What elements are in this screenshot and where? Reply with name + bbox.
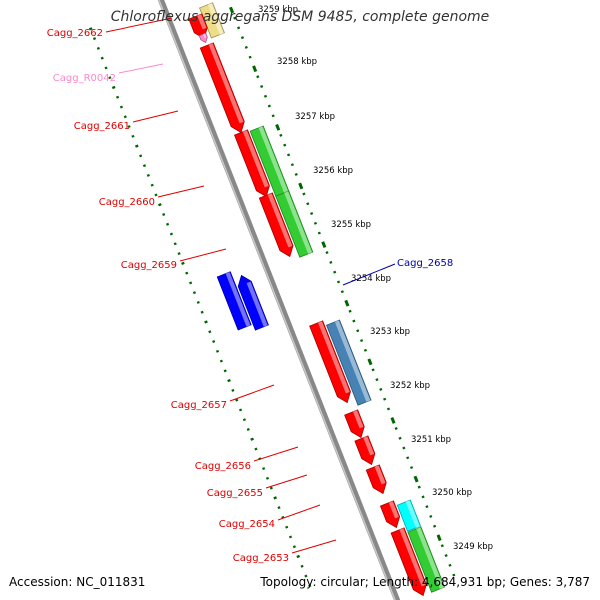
genome-summary-text: Topology: circular; Length: 4,684,931 bp… bbox=[260, 575, 590, 589]
gene-leader-line bbox=[118, 63, 164, 74]
gene-label: Cagg_2660 bbox=[99, 197, 155, 208]
gene-leader-line bbox=[179, 248, 227, 262]
gene-leader-line bbox=[105, 17, 173, 33]
ruler-tick-label: 3254 kbp bbox=[351, 274, 391, 284]
genome-backbone-highlight bbox=[158, 0, 396, 600]
gene-leader-line bbox=[157, 185, 205, 198]
ruler-tick-label: 3250 kbp bbox=[432, 488, 472, 498]
gene-label: Cagg_2659 bbox=[121, 260, 177, 271]
feature-layer bbox=[188, 2, 446, 597]
feature-lane-ticks bbox=[229, 6, 456, 577]
feature-cagg-2662-green bbox=[199, 2, 225, 39]
gene-label: Cagg_2655 bbox=[207, 488, 263, 499]
gene-leader-line bbox=[265, 474, 308, 489]
ruler-tick-label: 3256 kbp bbox=[313, 166, 353, 176]
gene-leader-line bbox=[229, 384, 275, 402]
gene-label: Cagg_2653 bbox=[233, 553, 289, 564]
feature-cagg-2662 bbox=[188, 13, 208, 40]
feature-cagg-2661 bbox=[199, 42, 245, 134]
gene-label: Cagg_2654 bbox=[219, 519, 275, 530]
ruler-tick-label: 3249 kbp bbox=[453, 542, 493, 552]
feature-cagg-2658 bbox=[237, 274, 269, 331]
genome-backbone bbox=[157, 0, 401, 600]
gene-leader-line bbox=[132, 110, 179, 123]
feature-cagg-2657-blue bbox=[325, 319, 372, 406]
gene-label: Cagg_2661 bbox=[74, 121, 130, 132]
gene-label: Cagg_2662 bbox=[47, 28, 103, 39]
feature-cagg-2653 bbox=[390, 527, 427, 597]
label-layer: Cagg_2662 Cagg_R0042 Cagg_2661 Cagg_2660 Cag… bbox=[47, 17, 453, 564]
feature-cagg-r0042 bbox=[198, 32, 208, 44]
feature-cagg-2654-red bbox=[365, 464, 387, 495]
gene-leader-line bbox=[291, 539, 337, 554]
ruler-tick-label: 3259 kbp bbox=[258, 5, 298, 15]
feature-cagg-2659 bbox=[258, 192, 294, 258]
gene-leader-line bbox=[277, 504, 321, 521]
feature-cagg-2654 bbox=[396, 499, 422, 532]
gene-label: Cagg_R0042 bbox=[53, 73, 116, 84]
feature-cagg-2657 bbox=[309, 320, 351, 404]
ruler-tick-label: 3255 kbp bbox=[331, 220, 371, 230]
accession-text: Accession: NC_011831 bbox=[9, 575, 146, 589]
feature-cagg-2658-b bbox=[216, 271, 252, 331]
feature-cagg-2659-green bbox=[275, 190, 314, 258]
feature-cagg-2654-b bbox=[379, 500, 401, 529]
feature-cagg-2655 bbox=[354, 435, 376, 466]
ruler-tick-label: 3251 kbp bbox=[411, 435, 451, 445]
ruler-layer: 3259 kbp 3258 kbp 3257 kbp 3256 kbp 3255 kbp… bbox=[88, 5, 493, 588]
ruler-tick-label: 3258 kbp bbox=[277, 57, 317, 67]
ruler-ticks bbox=[88, 27, 312, 588]
gene-leader-line bbox=[342, 263, 396, 286]
feature-cagg-2660 bbox=[234, 129, 270, 198]
gene-label: Cagg_2658 bbox=[397, 258, 453, 269]
ruler-tick-label: 3257 kbp bbox=[295, 112, 335, 122]
gene-label: Cagg_2656 bbox=[195, 461, 251, 472]
backbone-layer bbox=[157, 0, 401, 600]
feature-cagg-2656 bbox=[344, 409, 365, 439]
gene-leader-line bbox=[253, 446, 299, 462]
gene-label: Cagg_2657 bbox=[171, 400, 227, 411]
feature-cagg-2653-green bbox=[407, 526, 446, 593]
ruler-tick-label: 3252 kbp bbox=[390, 381, 430, 391]
map-title: Chloroflexus aggregans DSM 9485, complet… bbox=[110, 9, 490, 25]
ruler-tick-label: 3253 kbp bbox=[370, 327, 410, 337]
